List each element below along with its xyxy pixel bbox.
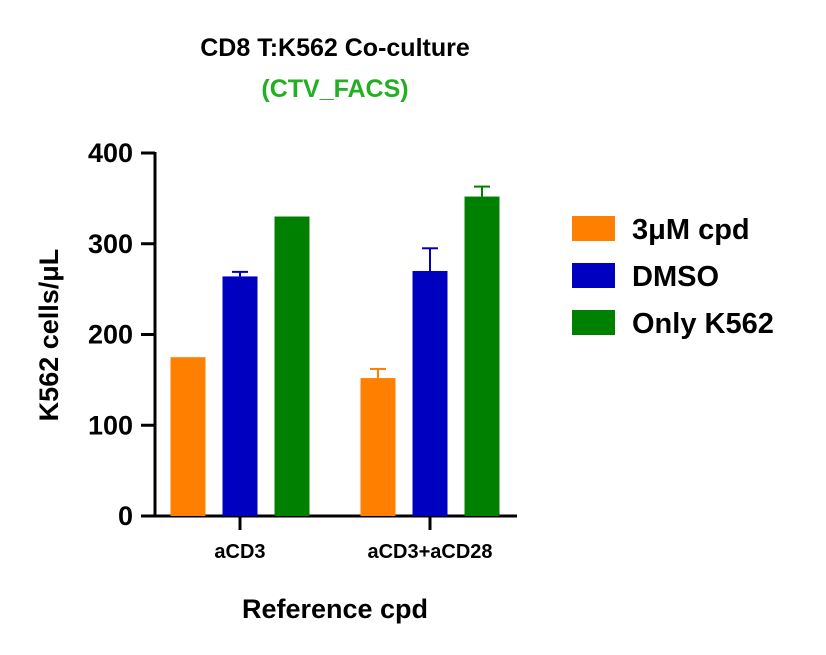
chart-title: CD8 T:K562 Co-culture	[200, 34, 470, 62]
x-axis-label: Reference cpd	[242, 594, 428, 624]
y-tick-label: 100	[88, 410, 133, 440]
legend-swatch	[572, 263, 615, 288]
legend: 3μM cpd DMSO Only K562	[572, 214, 774, 340]
bar	[170, 357, 206, 516]
legend-swatch	[572, 216, 615, 241]
bar	[222, 276, 258, 516]
x-tick-label: aCD3	[214, 541, 265, 563]
bar	[412, 270, 448, 516]
y-tick-label: 200	[88, 320, 133, 350]
legend-entry: 3μM cpd	[632, 214, 750, 246]
y-tick-label: 400	[88, 138, 133, 168]
y-tick-label: 0	[118, 501, 133, 531]
chart-subtitle: (CTV_FACS)	[261, 75, 408, 103]
bar	[274, 216, 310, 516]
axes: 0 100 200 300 400 aCD3 aCD3+aCD28	[88, 138, 517, 563]
bars	[170, 185, 500, 516]
legend-entry: Only K562	[632, 308, 774, 340]
x-tick-label: aCD3+aCD28	[367, 541, 492, 563]
legend-swatch	[572, 310, 615, 335]
y-axis-label: K562 cells/μL	[34, 249, 64, 422]
y-tick-label: 300	[88, 229, 133, 259]
bar	[464, 196, 500, 516]
legend-entry: DMSO	[632, 261, 719, 293]
bar	[360, 378, 396, 516]
